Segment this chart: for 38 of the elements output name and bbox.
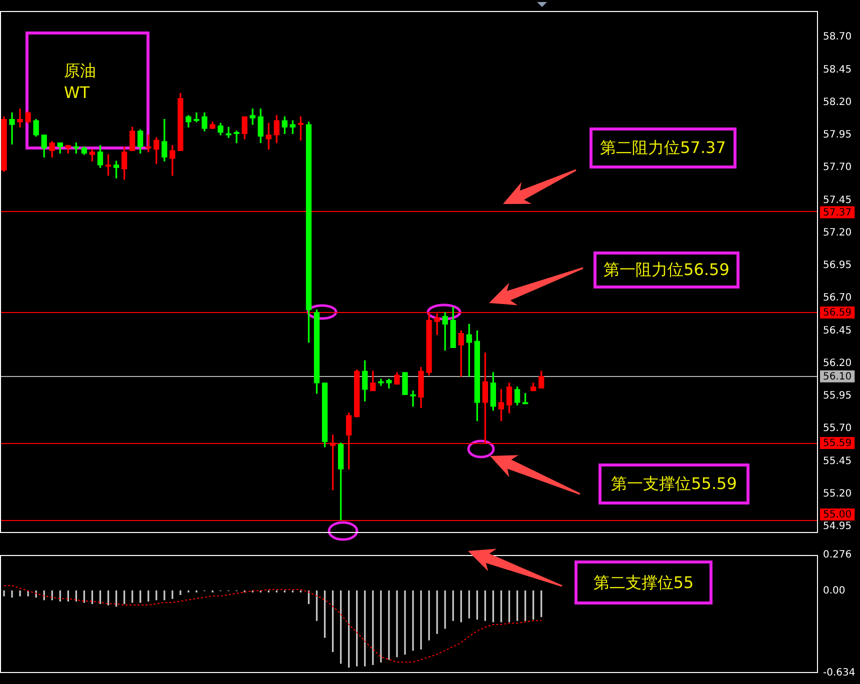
annotation: 第一支撑位55.59 <box>611 474 737 494</box>
y-tick-label: 55.45 <box>823 456 852 467</box>
y-tick-label: 57.70 <box>823 162 852 174</box>
ref-line-label: 55.00 <box>823 510 852 521</box>
annotation: 第二阻力位57.37 <box>600 138 726 158</box>
candlestick <box>226 126 232 138</box>
candlestick <box>234 130 240 144</box>
y-tick-label: 0.00 <box>823 585 846 596</box>
candlestick <box>9 112 15 144</box>
text: 原油 <box>64 61 96 80</box>
line-series <box>4 585 542 663</box>
text: WT <box>64 83 90 102</box>
ref-line-label: 57.37 <box>823 207 852 218</box>
y-tick-label: 57.45 <box>823 194 852 206</box>
y-tick-label: 56.20 <box>823 358 852 369</box>
y-tick-label: -0.634 <box>823 668 856 679</box>
y-tick-label: 55.95 <box>823 390 852 402</box>
ref-line-label: 55.59 <box>823 438 852 450</box>
candlestick <box>194 112 200 122</box>
candlestick <box>17 108 23 128</box>
y-tick-label: 56.45 <box>823 325 852 336</box>
ref-line-label: 56.10 <box>823 371 852 382</box>
candlestick <box>410 390 416 407</box>
y-tick-label: 54.95 <box>823 521 852 532</box>
y-tick-label: 56.95 <box>823 260 852 272</box>
candlestick <box>378 378 384 386</box>
y-tick-label: 57.95 <box>823 130 852 141</box>
annotation: 第一阻力位56.59 <box>604 260 730 280</box>
ref-line-label: 56.59 <box>823 308 852 319</box>
y-tick-label: 0.276 <box>823 550 852 561</box>
y-tick-label: 56.70 <box>823 292 852 304</box>
annotation: 第二支撑位55 <box>593 572 694 592</box>
y-tick-label: 58.70 <box>823 32 852 43</box>
y-tick-label: 58.45 <box>823 64 852 76</box>
y-tick-label: 57.20 <box>823 227 852 238</box>
y-tick-label: 58.20 <box>823 96 852 108</box>
y-tick-label: 55.70 <box>823 423 852 434</box>
y-tick-label: 55.20 <box>823 488 852 500</box>
